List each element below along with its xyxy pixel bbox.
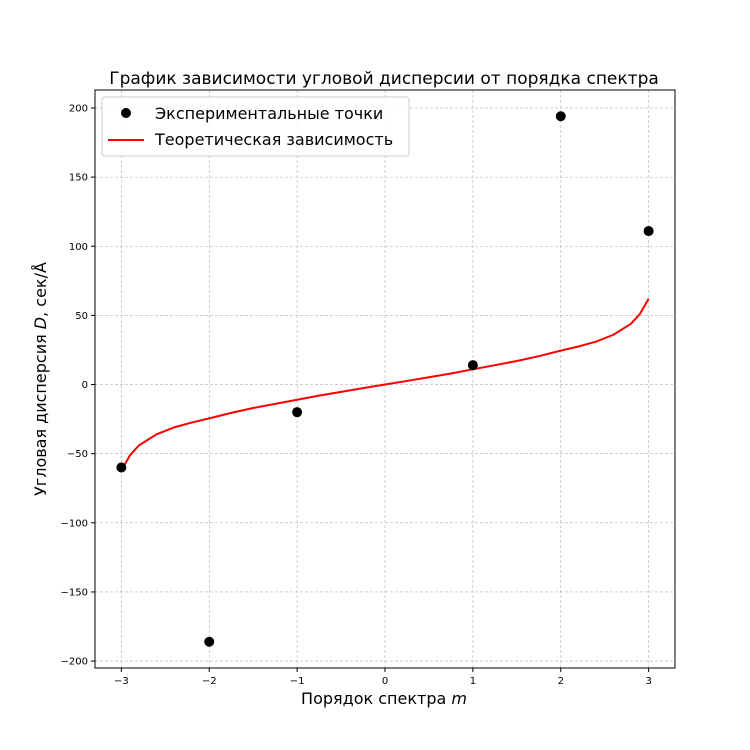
- data-point: [467, 360, 478, 371]
- x-tick-label: 1: [470, 676, 476, 687]
- legend-label-curve: Теоретическая зависимость: [154, 130, 393, 149]
- theory-curve: [120, 298, 650, 471]
- y-tick-label: 50: [75, 311, 88, 322]
- y-tick-label: 0: [82, 380, 88, 391]
- y-tick-label: −150: [61, 587, 88, 598]
- plot-area: [116, 111, 654, 647]
- data-point: [292, 407, 303, 418]
- x-tick-label: −3: [114, 676, 129, 687]
- data-point: [204, 636, 215, 647]
- y-tick-label: −100: [61, 518, 88, 529]
- y-axis-label: Угловая дисперсия D, сек/Å: [31, 262, 50, 496]
- x-tick-label: −1: [290, 676, 305, 687]
- x-tick-label: 2: [558, 676, 564, 687]
- x-tick-label: 3: [645, 676, 651, 687]
- x-tick-label: −2: [202, 676, 217, 687]
- data-point: [116, 462, 127, 473]
- axis-ticks: −3 −2 −1 0 1 2 3 −200 −150 −100 −50 0 50 100 150 200: [61, 103, 652, 687]
- legend-box: [101, 96, 410, 157]
- y-tick-label: 100: [69, 242, 88, 253]
- y-tick-label: 200: [69, 103, 88, 114]
- x-tick-label: 0: [382, 676, 388, 687]
- legend: Экспериментальные точки Теоретическая за…: [101, 96, 410, 157]
- x-axis-label: Порядок спектра m: [301, 689, 467, 708]
- data-point: [643, 226, 654, 237]
- data-point: [555, 111, 566, 122]
- y-tick-label: 150: [69, 173, 88, 184]
- y-tick-label: −50: [67, 449, 88, 460]
- y-tick-label: −200: [61, 657, 88, 668]
- legend-label-points: Экспериментальные точки: [155, 104, 383, 123]
- legend-marker-points: [121, 108, 131, 118]
- chart-title: График зависимости угловой дисперсии от …: [109, 69, 659, 89]
